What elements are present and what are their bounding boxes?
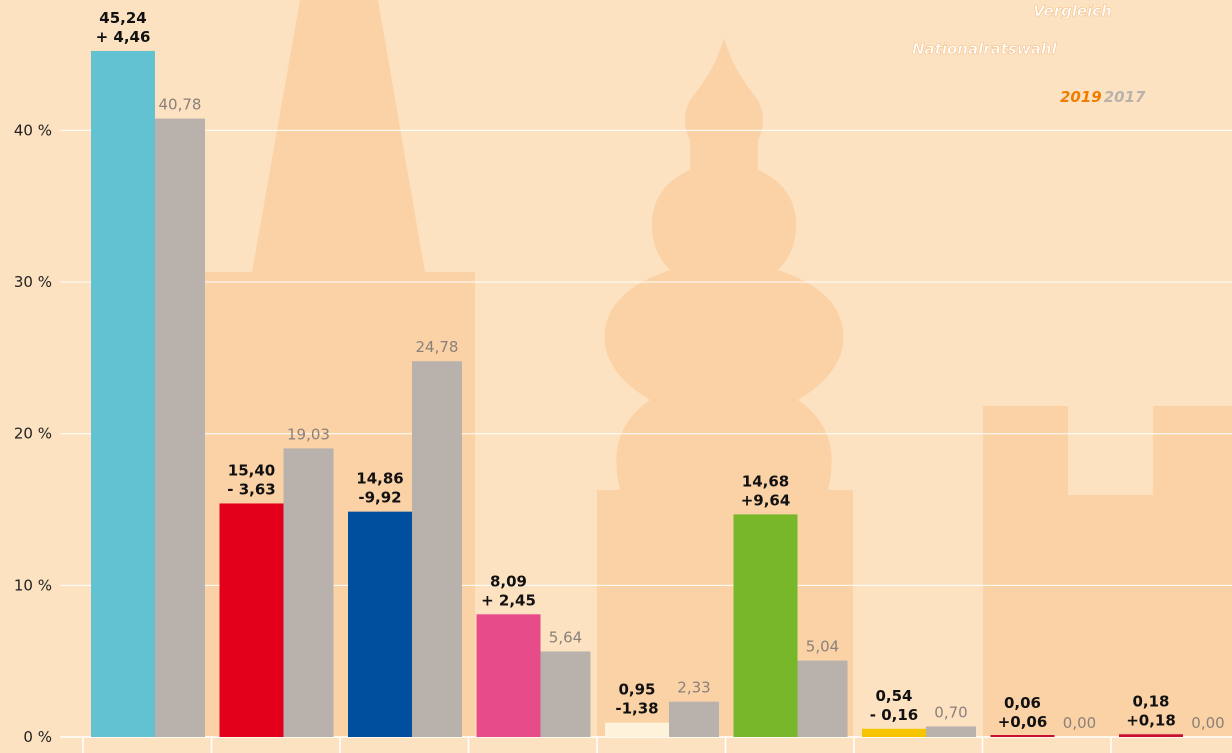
bar	[1119, 734, 1183, 737]
bar	[926, 726, 976, 737]
chart: Vergleich Nationalratswahl 0 % 10 % 20 % 30…	[0, 0, 1232, 753]
value-label: 40,78	[159, 96, 202, 114]
value-label: 5,64	[549, 628, 582, 646]
value-label: 14,86	[356, 470, 403, 488]
value-label: 24,78	[416, 338, 459, 356]
value-label: 5,04	[806, 638, 839, 656]
bar	[91, 51, 155, 737]
change-label: + 2,45	[481, 591, 536, 609]
value-label: 0,00	[1063, 714, 1096, 732]
y-tick-label: 40 %	[14, 121, 52, 139]
bar	[412, 361, 462, 737]
chart-title: Nationalratswahl	[912, 40, 1058, 58]
change-label: - 0,16	[870, 706, 918, 724]
legend-entry: 2017	[1104, 88, 1146, 106]
change-label: +9,64	[741, 491, 791, 509]
value-label: 14,68	[742, 472, 789, 490]
value-label: 45,24	[99, 9, 146, 27]
bar	[220, 503, 284, 737]
value-label: 0,06	[1004, 694, 1041, 712]
bar	[155, 119, 205, 737]
bar	[284, 448, 334, 737]
value-label: 2,33	[677, 679, 710, 697]
value-label: 0,00	[1191, 714, 1224, 732]
bar	[477, 614, 541, 737]
value-label: 0,95	[618, 681, 655, 699]
bar	[862, 729, 926, 737]
bar	[541, 651, 591, 737]
change-label: + 4,46	[96, 28, 151, 46]
bar	[605, 723, 669, 737]
chart-title: Vergleich	[1033, 2, 1112, 20]
bar	[798, 661, 848, 737]
value-label: 0,18	[1132, 692, 1169, 710]
y-tick-label: 20 %	[14, 425, 52, 443]
change-label: -1,38	[615, 700, 658, 718]
change-label: +0,06	[998, 713, 1048, 731]
value-label: 8,09	[490, 572, 527, 590]
value-label: 15,40	[228, 461, 275, 479]
value-label: 0,70	[934, 703, 967, 721]
y-tick-label: 30 %	[14, 273, 52, 291]
change-label: -9,92	[358, 489, 401, 507]
y-tick-label: 0 %	[23, 728, 52, 746]
page: Vergleich Nationalratswahl 0 % 10 % 20 % 30…	[0, 0, 1232, 753]
y-tick-label: 10 %	[14, 576, 52, 594]
change-label: - 3,63	[227, 480, 275, 498]
bar	[991, 735, 1055, 737]
change-label: +0,18	[1126, 711, 1176, 729]
bar	[348, 512, 412, 737]
value-label: 0,54	[875, 687, 912, 705]
bar	[669, 702, 719, 737]
bar	[734, 514, 798, 737]
legend-entry: 2019	[1060, 88, 1102, 106]
value-label: 19,03	[287, 425, 330, 443]
